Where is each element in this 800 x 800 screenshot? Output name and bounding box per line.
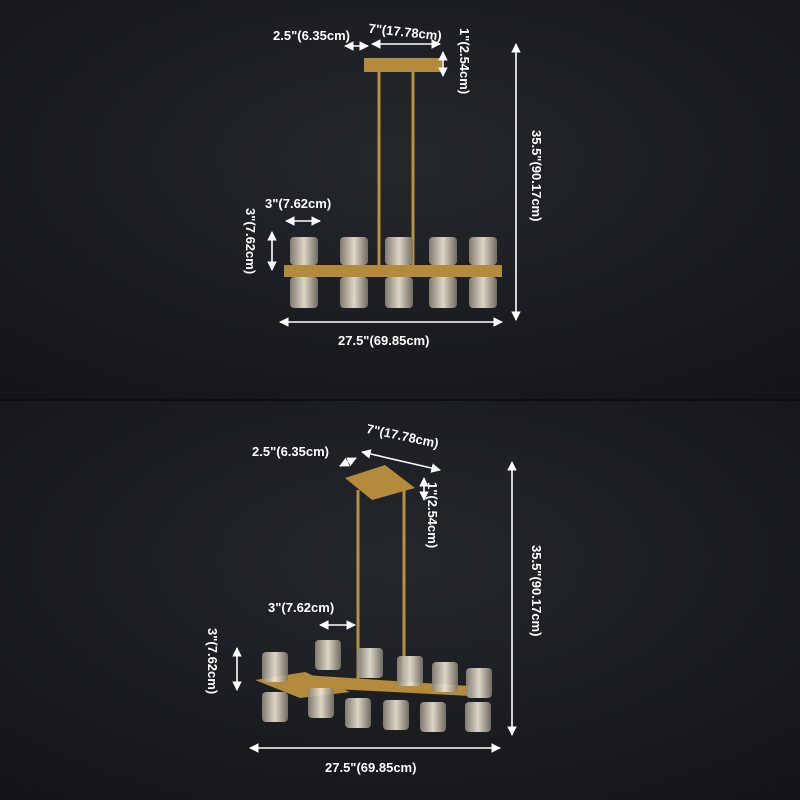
- glass-shade: [308, 688, 334, 718]
- glass-shade: [429, 277, 457, 308]
- glass-shade: [340, 277, 368, 308]
- glass-shade: [432, 662, 458, 692]
- glass-shade: [340, 237, 368, 265]
- glass-shade: [429, 237, 457, 265]
- glass-shade: [385, 277, 413, 308]
- glass-shade: [466, 668, 492, 698]
- bar: [284, 265, 502, 277]
- glass-shade: [290, 237, 318, 265]
- glass-shade: [469, 237, 497, 265]
- glass-shade: [383, 700, 409, 730]
- glass-shade: [385, 237, 413, 265]
- canopy-height-label: 1"(2.54cm): [425, 482, 440, 548]
- glass-shade: [469, 277, 497, 308]
- overall-length-label: 27.5"(69.85cm): [338, 333, 429, 348]
- overall-height-label: 35.5"(90.17cm): [529, 545, 544, 636]
- canopy-width-label: 2.5"(6.35cm): [252, 444, 329, 459]
- shade-width-label: 3"(7.62cm): [268, 600, 334, 615]
- bar: [305, 675, 470, 696]
- glass-shade: [345, 698, 371, 728]
- canopy: [364, 58, 442, 72]
- canopy-height-label: 1"(2.54cm): [457, 28, 472, 94]
- bottom-chandelier: [255, 465, 492, 732]
- glass-shade: [290, 277, 318, 308]
- top-chandelier: [284, 58, 502, 308]
- shade-height-label: 3"(7.62cm): [243, 208, 258, 274]
- glass-shade: [262, 692, 288, 722]
- glass-shade: [315, 640, 341, 670]
- glass-shade: [465, 702, 491, 732]
- shade-width-label: 3"(7.62cm): [265, 196, 331, 211]
- canopy: [345, 465, 415, 500]
- glass-shade: [420, 702, 446, 732]
- shade-height-label: 3"(7.62cm): [205, 628, 220, 694]
- bottom-annotations: 2.5"(6.35cm) 7"(17.78cm) 1"(2.54cm) 35.5…: [205, 421, 544, 775]
- overall-height-label: 35.5"(90.17cm): [529, 130, 544, 221]
- overall-length-label: 27.5"(69.85cm): [325, 760, 416, 775]
- top-annotations: 2.5"(6.35cm) 7"(17.78cm) 1"(2.54cm) 35.5…: [243, 21, 544, 348]
- canopy-width-label: 2.5"(6.35cm): [273, 28, 350, 43]
- glass-shade: [357, 648, 383, 678]
- glass-shade: [262, 652, 288, 682]
- glass-shade: [397, 656, 423, 686]
